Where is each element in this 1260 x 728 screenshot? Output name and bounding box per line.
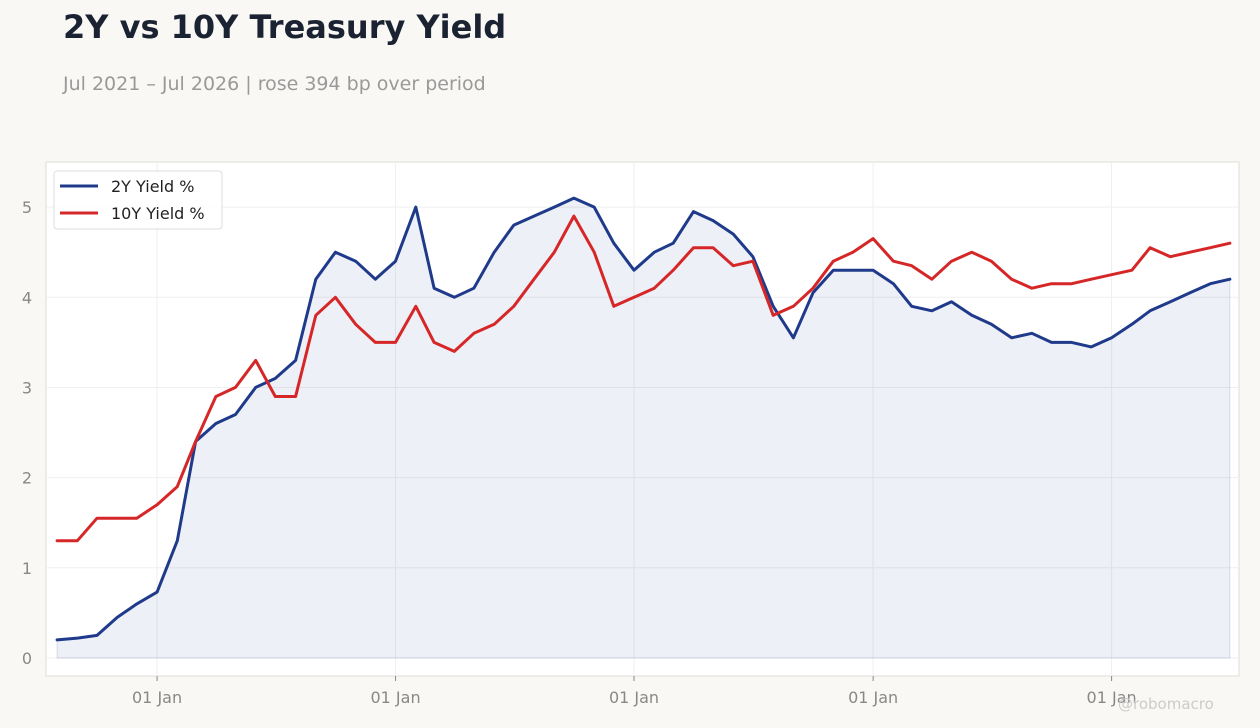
y-tick-label: 1 [22,559,32,578]
series-layer [55,196,1232,642]
y-tick-label: 2 [22,469,32,488]
legend: 2Y Yield % 10Y Yield % [53,170,223,230]
chart-subtitle: Jul 2021 – Jul 2026 | rose 394 bp over p… [63,73,486,95]
series-line [55,196,1232,642]
credit-watermark: @robomacro [1118,695,1214,713]
legend-label: 2Y Yield % [111,177,194,196]
grid-lines [46,162,1239,676]
x-tick-label: 01 Jan [370,688,420,707]
chart-title: 2Y vs 10Y Treasury Yield [63,8,507,46]
series-line [55,214,1232,543]
plot-area [45,161,1240,677]
y-tick-label: 5 [22,198,32,217]
legend-label: 10Y Yield % [111,204,205,223]
x-tick-label: 01 Jan [609,688,659,707]
y-tick-label: 3 [22,378,32,397]
y-tick-labels: 0 1 2 3 4 5 [22,198,32,668]
x-tick-label: 01 Jan [848,688,898,707]
x-tick-labels: 01 Jan 01 Jan 01 Jan 01 Jan 01 Jan [132,676,1137,707]
y-tick-label: 4 [22,288,32,307]
y-tick-label: 0 [22,649,32,668]
x-tick-label: 01 Jan [1087,688,1137,707]
x-tick-label: 01 Jan [132,688,182,707]
